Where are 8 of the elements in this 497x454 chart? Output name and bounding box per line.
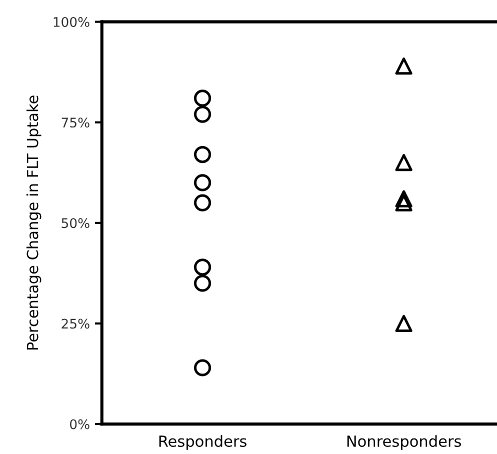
y-tick-label: 25% xyxy=(62,318,90,329)
y-tick-label: 50% xyxy=(62,218,90,228)
y-tick-label: 0% xyxy=(70,419,90,430)
y-tick-label: 75% xyxy=(62,118,90,128)
x-tick-label: Responders xyxy=(159,435,246,450)
y-tick-label: 100% xyxy=(54,17,90,27)
x-tick-label: Nonresponders xyxy=(347,435,461,450)
y-axis-title: Percentage Change in FLT Uptake xyxy=(26,96,42,350)
